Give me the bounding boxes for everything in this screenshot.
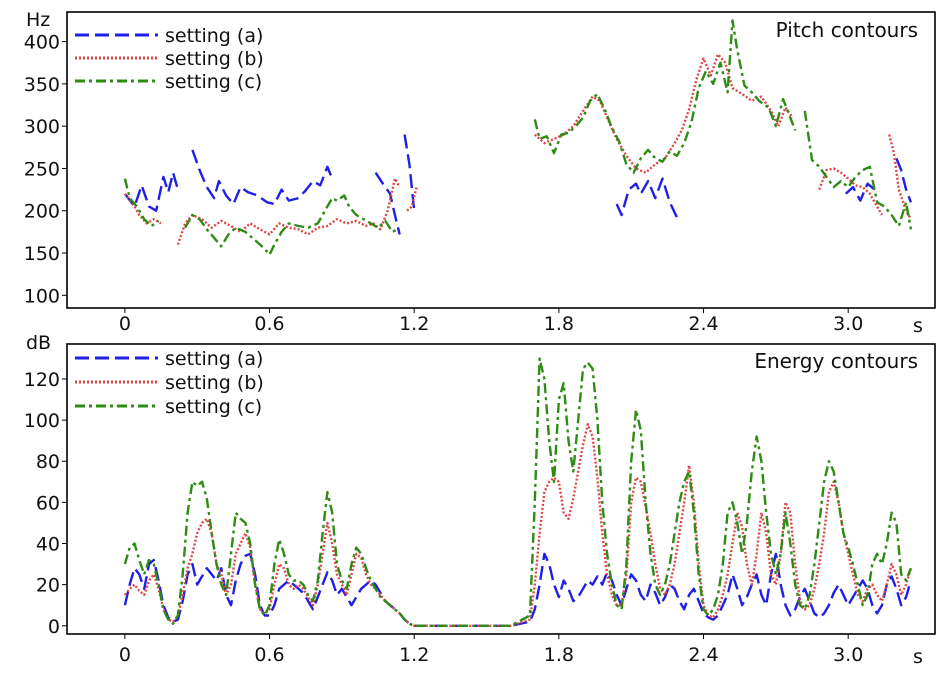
- energy-legend: setting (a) setting (b) setting (c): [75, 348, 264, 418]
- pitch-x-tick-label: 3.0: [833, 313, 863, 335]
- energy-y-tick-label: 80: [36, 451, 60, 473]
- pitch-x-tick-label: 0: [119, 313, 131, 335]
- energy-x-tick-label: 2.4: [688, 644, 718, 666]
- pitch-series-c-line-3: [803, 110, 913, 230]
- pitch-legend-label-c: setting (c): [165, 71, 262, 93]
- energy-y-unit-label: dB: [26, 332, 51, 354]
- energy-x-tick-label: 1.2: [399, 644, 429, 666]
- energy-y-tick-label: 40: [36, 534, 60, 556]
- pitch-legend-label-b: setting (b): [165, 48, 264, 70]
- pitch-series-c-line-2: [533, 19, 797, 174]
- energy-series-group: [123, 357, 913, 627]
- energy-x-tick-label: 0: [119, 644, 131, 666]
- energy-y-tick-label: 100: [24, 410, 60, 432]
- pitch-series-a-line-0: [123, 171, 180, 212]
- energy-legend-label-b: setting (b): [165, 372, 264, 394]
- energy-x-tick-label: 1.8: [544, 644, 574, 666]
- pitch-series-a-line-5: [844, 182, 876, 202]
- energy-y-tick-label: 120: [24, 369, 60, 391]
- pitch-y-tick-label: 200: [24, 201, 60, 223]
- pitch-x-unit-label: s: [913, 315, 923, 337]
- pitch-x-tick-label: 1.2: [399, 313, 429, 335]
- energy-series-c-line-0: [123, 357, 913, 627]
- pitch-legend: setting (a) setting (b) setting (c): [75, 25, 264, 93]
- pitch-y-unit-label: Hz: [26, 9, 50, 31]
- energy-y-tick-label: 60: [36, 492, 60, 514]
- energy-plot-frame: [66, 343, 936, 635]
- pitch-x-tick-label: 1.8: [544, 313, 574, 335]
- pitch-series-a-line-4: [615, 177, 679, 219]
- pitch-series-group: [123, 19, 913, 256]
- pitch-y-tick-label: 300: [24, 116, 60, 138]
- pitch-x-tick-label: 0.6: [254, 313, 284, 335]
- energy-x-unit-label: s: [913, 646, 923, 668]
- pitch-series-a-line-1: [191, 149, 334, 206]
- pitch-legend-label-a: setting (a): [165, 25, 263, 47]
- pitch-plot-frame: [66, 11, 936, 309]
- energy-y-tick-label: 0: [48, 616, 60, 638]
- pitch-panel: Hz s Pitch contours 0 0.6 1.2 1.8 2.4 3.0 100 1…: [24, 9, 936, 337]
- pitch-series-b-line-3: [534, 53, 794, 174]
- energy-legend-label-c: setting (c): [165, 396, 262, 418]
- energy-y-tick-label: 20: [36, 575, 60, 597]
- pitch-x-tick-label: 2.4: [688, 313, 718, 335]
- pitch-y-tick-label: 150: [24, 243, 60, 265]
- energy-panel: dB s Energy contours 0 0.6 1.2 1.8 2.4 3.0 0 20…: [24, 332, 936, 668]
- energy-series-a-line-0: [123, 552, 913, 627]
- pitch-series-a-line-3: [403, 134, 416, 211]
- energy-ticks: 0 0.6 1.2 1.8 2.4 3.0 0 20 40 60 80 100 120: [24, 369, 864, 666]
- energy-legend-label-a: setting (a): [165, 348, 263, 370]
- pitch-series-b-line-1: [176, 177, 401, 245]
- pitch-series-c-line-0: [123, 178, 160, 228]
- pitch-ticks: 0 0.6 1.2 1.8 2.4 3.0 100 150 200 250 300 350 400: [24, 32, 864, 335]
- pitch-y-tick-label: 350: [24, 74, 60, 96]
- pitch-y-tick-label: 100: [24, 285, 60, 307]
- pitch-series-a-line-6: [895, 157, 913, 203]
- pitch-series-a-line-2: [374, 172, 401, 235]
- energy-x-tick-label: 3.0: [833, 644, 863, 666]
- energy-series-b-line-0: [123, 423, 913, 627]
- energy-panel-title: Energy contours: [754, 349, 918, 373]
- pitch-panel-title: Pitch contours: [776, 18, 918, 42]
- pitch-series-b-line-4: [818, 167, 884, 216]
- energy-x-tick-label: 0.6: [254, 644, 284, 666]
- pitch-y-tick-label: 400: [24, 32, 60, 54]
- pitch-y-tick-label: 250: [24, 158, 60, 180]
